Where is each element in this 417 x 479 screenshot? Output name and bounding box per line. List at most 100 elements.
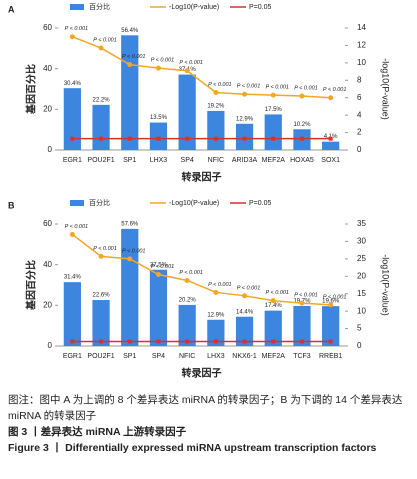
y2-tick-label: 30 [357, 237, 366, 246]
point-marker [155, 65, 161, 71]
point-marker [242, 136, 247, 141]
annotation: P < 0.001 [323, 87, 347, 93]
bar [121, 35, 139, 150]
x-tick-label: HOXA5 [290, 157, 314, 164]
point-marker [213, 289, 219, 295]
point-marker [98, 253, 104, 259]
y-tick-label: 40 [43, 260, 52, 269]
bar-value-label: 10.2% [293, 122, 311, 128]
point-marker [185, 339, 190, 344]
bar-value-label: 30.4% [64, 81, 82, 87]
point-marker [242, 293, 248, 299]
y2-tick-label: 14 [357, 23, 366, 32]
annotation: P < 0.001 [179, 60, 203, 66]
bar-value-label: 13.5% [150, 115, 168, 121]
bar-value-label: 14.4% [236, 309, 254, 315]
x-tick-label: SP4 [152, 353, 165, 360]
bar-value-label: 22.6% [93, 293, 111, 299]
bar [63, 88, 81, 150]
chart-b: B 0 20 40 60 0 5 10 15 20 25 30 35 基因百分比 -log10(P-valu… [8, 198, 391, 380]
bar [149, 122, 168, 150]
bar [293, 305, 311, 346]
point-marker [127, 339, 132, 344]
bar [149, 269, 168, 346]
x-tick-label: MEF2A [262, 157, 286, 164]
point-marker [156, 339, 161, 344]
annotation: P < 0.001 [266, 290, 290, 296]
bar-value-label: 20.2% [179, 298, 197, 304]
bar [207, 110, 225, 150]
point-marker [155, 272, 161, 278]
legend-label: 百分比 [89, 2, 110, 11]
bar [322, 306, 340, 346]
point-marker [299, 93, 305, 99]
y-axis-label: 基因百分比 [25, 260, 38, 311]
annotation: P < 0.001 [65, 224, 89, 230]
point-marker [328, 95, 334, 101]
x-tick-label: SP4 [181, 157, 194, 164]
x-tick-label: MEF2A [262, 353, 286, 360]
bar-value-label: 19.6% [322, 299, 340, 305]
annotation: P < 0.001 [237, 84, 261, 90]
bar-value-label: 12.9% [236, 116, 254, 122]
y2-tick-label: 15 [357, 289, 366, 298]
y2-tick-label: 5 [357, 324, 362, 333]
x-tick-label: SP1 [123, 157, 136, 164]
bar [121, 228, 139, 346]
point-marker [70, 339, 75, 344]
x-tick-label: TCF3 [293, 353, 311, 360]
legend-label: -Log10(P-value) [169, 4, 219, 11]
point-marker [69, 231, 75, 237]
y-tick-label: 20 [43, 104, 52, 113]
legend-swatch [70, 200, 84, 206]
panel-label: A [8, 4, 15, 14]
y2-tick-label: 10 [357, 306, 366, 315]
point-marker [99, 136, 104, 141]
annotation: P < 0.001 [266, 85, 290, 91]
y-tick-label: 0 [48, 145, 53, 154]
bar [92, 104, 110, 150]
bar-value-label: 12.9% [207, 312, 225, 318]
x-tick-label: NFIC [179, 353, 195, 360]
annotation: P < 0.001 [294, 293, 318, 299]
bar-value-label: 17.4% [265, 303, 283, 309]
x-tick-label: ARID3A [232, 157, 258, 164]
legend-label: P=0.05 [249, 4, 271, 11]
x-tick-label: SP1 [123, 353, 136, 360]
y2-tick-label: 10 [357, 58, 366, 67]
point-marker [156, 136, 161, 141]
line-series [72, 36, 331, 99]
bar [235, 316, 254, 346]
bar [322, 141, 340, 150]
y2-tick-label: 12 [357, 41, 366, 50]
bar [207, 319, 225, 346]
y-axis-label: 基因百分比 [25, 64, 38, 115]
point-marker [328, 302, 334, 308]
x-tick-label: EGR1 [63, 353, 82, 360]
point-marker [99, 339, 104, 344]
point-marker [184, 68, 190, 74]
y-tick-label: 20 [43, 300, 52, 309]
chart-a: A 0 20 40 60 0 2 4 6 8 10 12 14 基因百分比 -log10(P-value) 转… [8, 2, 391, 184]
point-marker [184, 277, 190, 283]
point-marker [127, 256, 133, 262]
y2-tick-label: 6 [357, 93, 362, 102]
x-tick-label: EGR1 [63, 157, 82, 164]
point-marker [213, 339, 218, 344]
point-marker [271, 339, 276, 344]
x-tick-label: NFIC [208, 157, 224, 164]
bar-value-label: 57.6% [121, 221, 139, 227]
point-marker [242, 91, 248, 97]
point-marker [242, 339, 247, 344]
x-axis-label: 转录因子 [182, 367, 222, 380]
caption-title-cn: 图 3 丨差异表达 miRNA 上游转录因子 [8, 426, 187, 438]
y2-tick-label: 4 [357, 110, 362, 119]
line-series [71, 233, 331, 306]
y2-tick-label: 0 [357, 145, 362, 154]
point-marker [299, 300, 305, 306]
point-marker [70, 136, 75, 141]
point-marker [213, 89, 219, 95]
annotation: P < 0.001 [179, 270, 203, 276]
annotation: P < 0.001 [122, 248, 146, 254]
